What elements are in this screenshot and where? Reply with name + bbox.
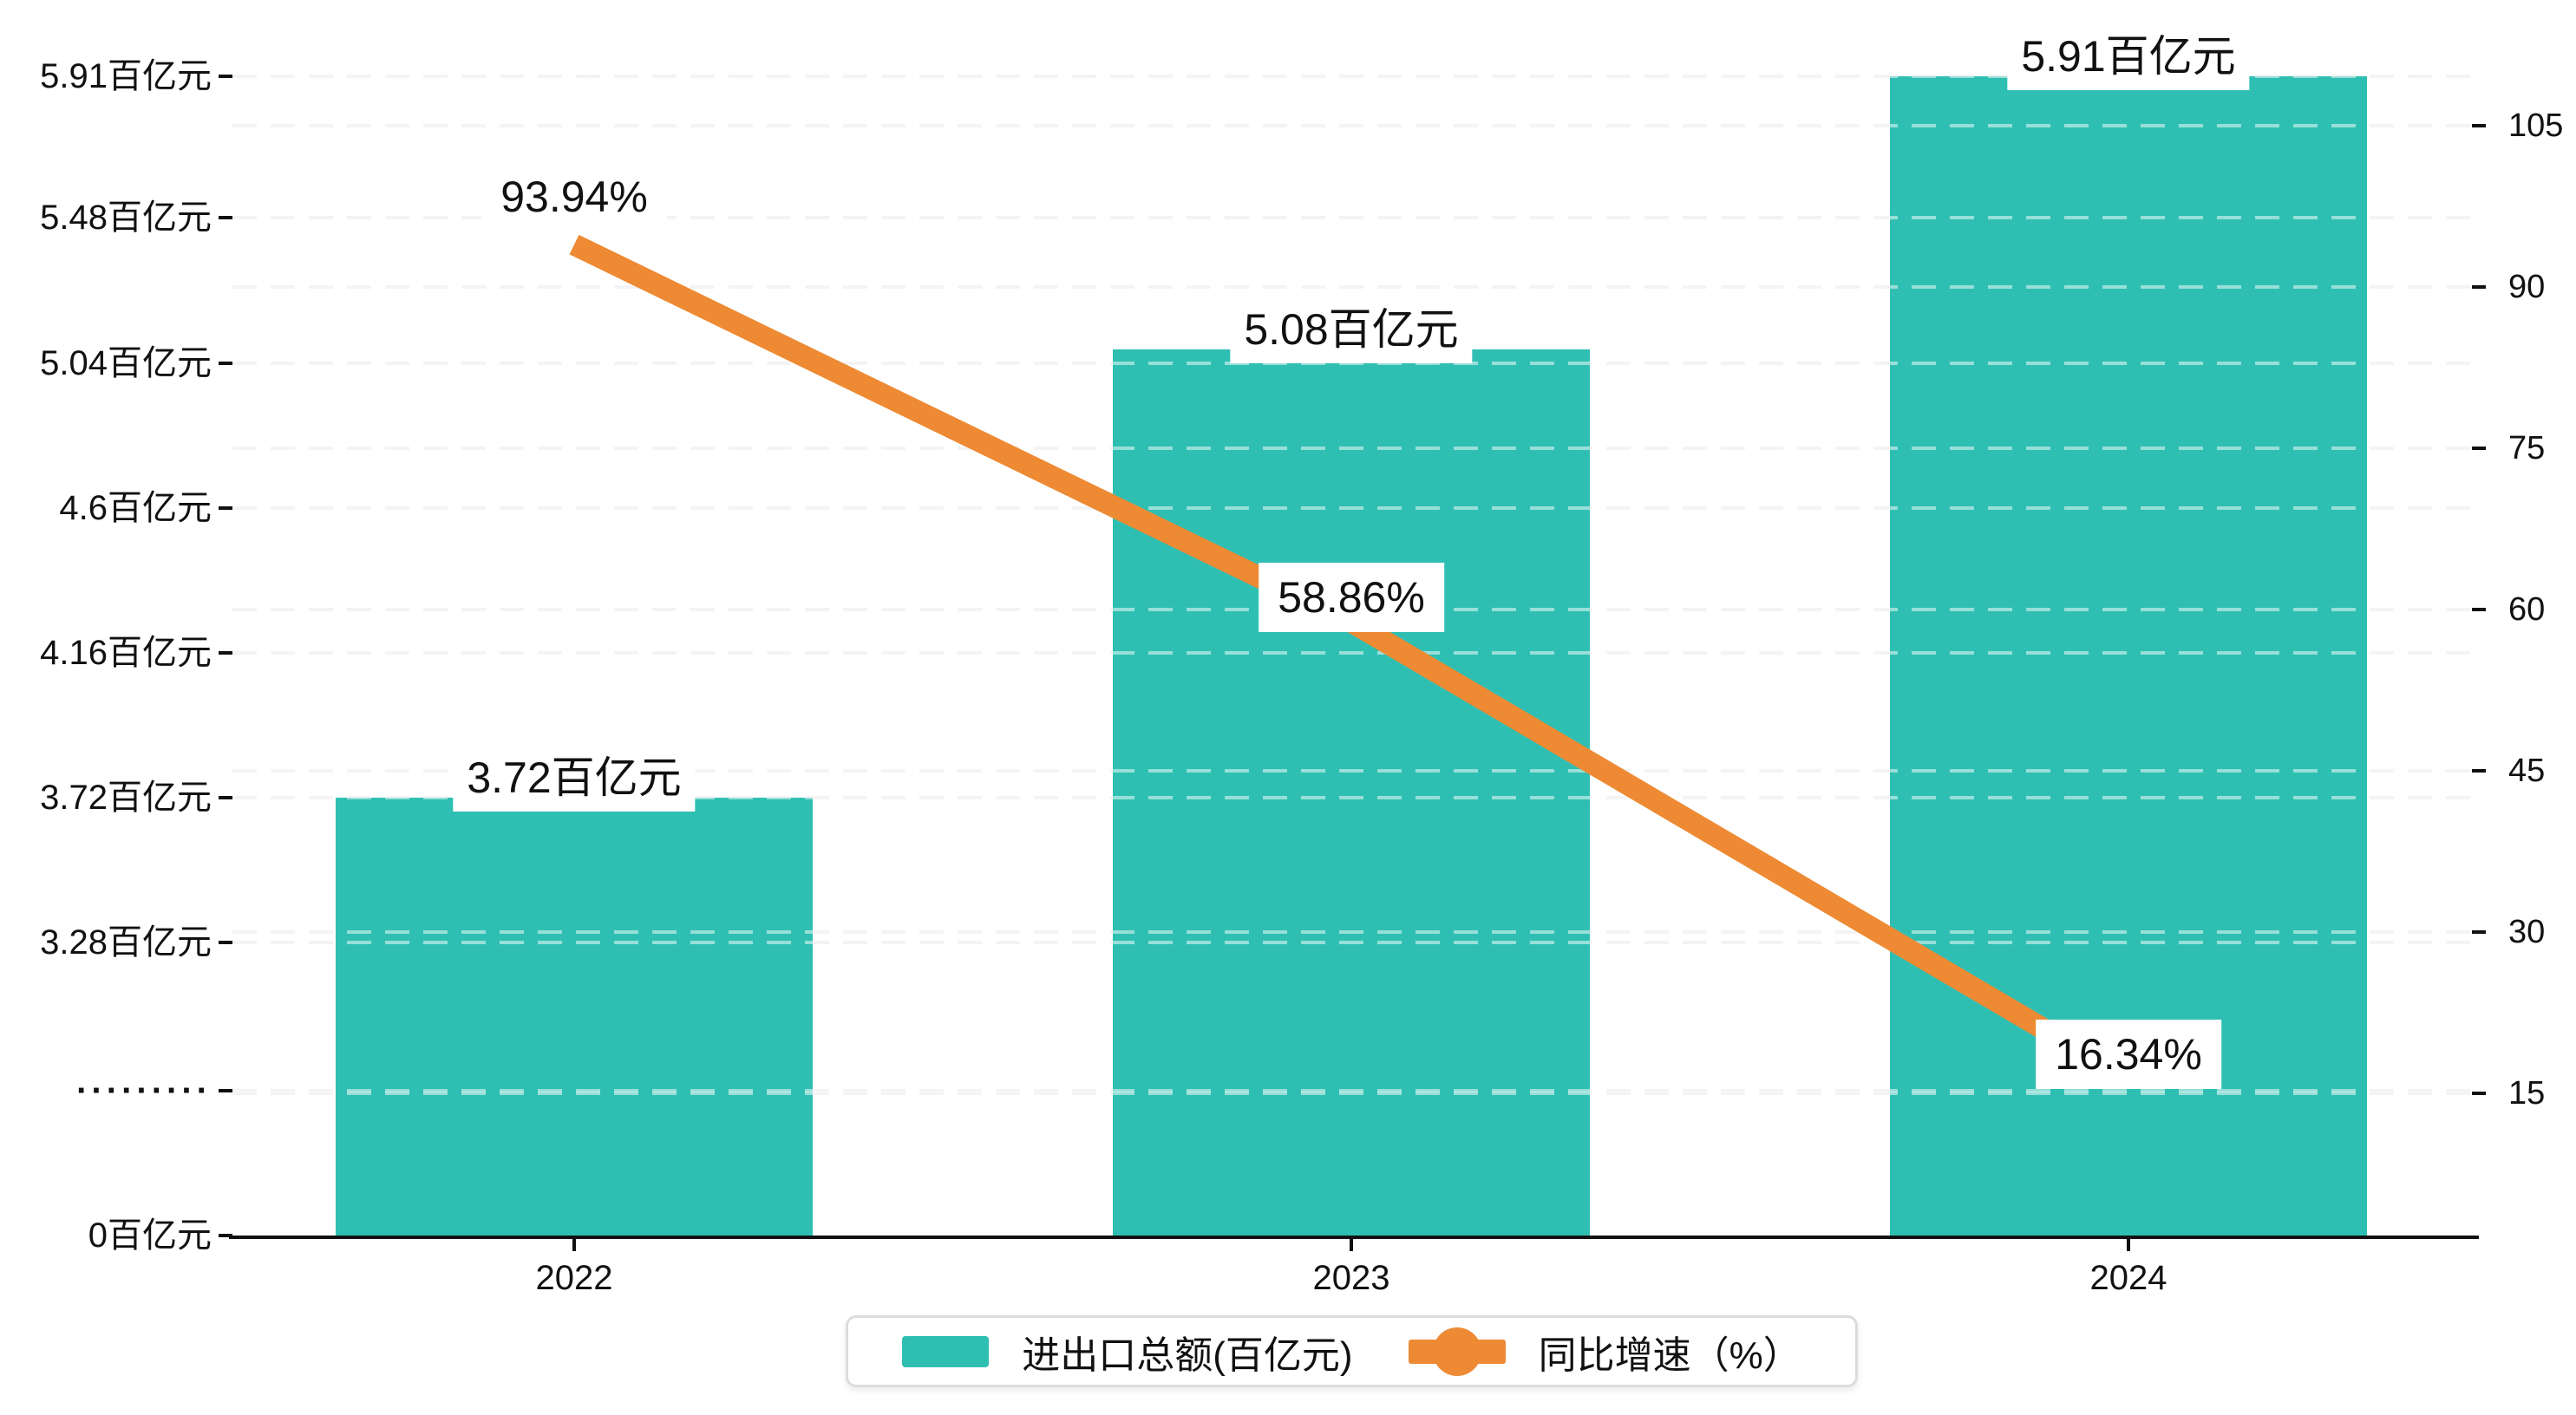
left-axis-tick [219,941,232,945]
left-axis-tick [219,651,232,655]
right-axis-label: 60 [2508,591,2546,628]
left-axis-tick [219,505,232,510]
x-axis-line [229,1236,2479,1239]
gridline-overlay [232,796,2470,800]
legend-item-line[interactable]: 同比增速（%） [1408,1324,1801,1379]
gridline-overlay [232,769,2470,773]
bar-2023[interactable] [1113,349,1590,1236]
bar-2022[interactable] [336,798,813,1236]
legend-line-label: 同比增速（%） [1538,1333,1801,1377]
gridline-overlay [232,75,2470,78]
left-axis-label: 5.48百亿元 [40,199,212,238]
legend: 进出口总额(百亿元) 同比增速（%） [846,1315,1858,1387]
right-axis-tick [2472,608,2486,611]
left-axis-label: 3.28百亿元 [40,923,212,962]
right-axis-tick [2472,1092,2486,1095]
gridline-overlay [232,124,2470,127]
left-axis-tick [219,216,232,220]
left-axis-label: 5.91百亿元 [40,57,212,95]
right-axis-tick [2472,930,2486,934]
left-axis-tick [219,796,232,800]
x-axis-label-2023: 2023 [1312,1259,1390,1297]
gridline-overlay [232,285,2470,289]
gridline-overlay [232,651,2470,655]
x-axis-label-2024: 2024 [2089,1259,2167,1297]
right-axis-label: 15 [2508,1075,2546,1112]
right-axis-label: 30 [2508,914,2546,950]
left-axis-tick [219,75,232,78]
right-axis-label: 45 [2508,753,2546,789]
right-axis-label: 90 [2508,269,2546,305]
left-axis-label: 3.72百亿元 [40,779,212,818]
legend-bar-label: 进出口总额(百亿元) [1022,1333,1353,1377]
left-axis-tick [219,361,232,365]
left-axis-label: 0百亿元 [88,1216,212,1255]
x-axis-label-2022: 2022 [535,1259,613,1297]
bar-value-label: 5.08百亿元 [1230,296,1473,364]
growth-point-label: 93.94% [481,162,667,232]
gridline-overlay [232,1092,2470,1095]
line-dot-swatch-icon [1408,1327,1506,1376]
right-axis-tick [2472,447,2486,450]
gridline-overlay [232,505,2470,510]
right-axis-tick [2472,124,2486,127]
right-axis-tick [2472,769,2486,773]
bar-value-label: 3.72百亿元 [453,744,696,812]
x-axis-tick [2127,1239,2130,1251]
gridline-overlay [232,1089,2470,1092]
x-axis-tick [572,1239,576,1251]
gridline-overlay [232,941,2470,945]
right-axis-tick [2472,285,2486,289]
bar-value-label: 5.91百亿元 [2007,23,2250,90]
gridline-overlay [232,447,2470,450]
gridline-overlay [232,216,2470,220]
growth-point-label: 58.86% [1259,563,1444,633]
growth-point-label: 16.34% [2036,1020,2221,1090]
x-axis-tick [1350,1239,1353,1251]
legend-item-bar[interactable]: 进出口总额(百亿元) [902,1324,1353,1379]
left-axis-label: 4.6百亿元 [59,488,212,527]
left-axis-tick [219,1234,232,1237]
left-axis-tick [219,1089,232,1092]
bar-swatch-icon [902,1335,990,1367]
left-axis-label: 4.16百亿元 [40,634,212,672]
left-axis-break-label: ········· [76,1072,212,1110]
right-axis-label: 75 [2508,430,2546,466]
right-axis-label: 105 [2508,108,2564,144]
gridline-overlay [232,930,2470,934]
left-axis-label: 5.04百亿元 [40,343,212,382]
